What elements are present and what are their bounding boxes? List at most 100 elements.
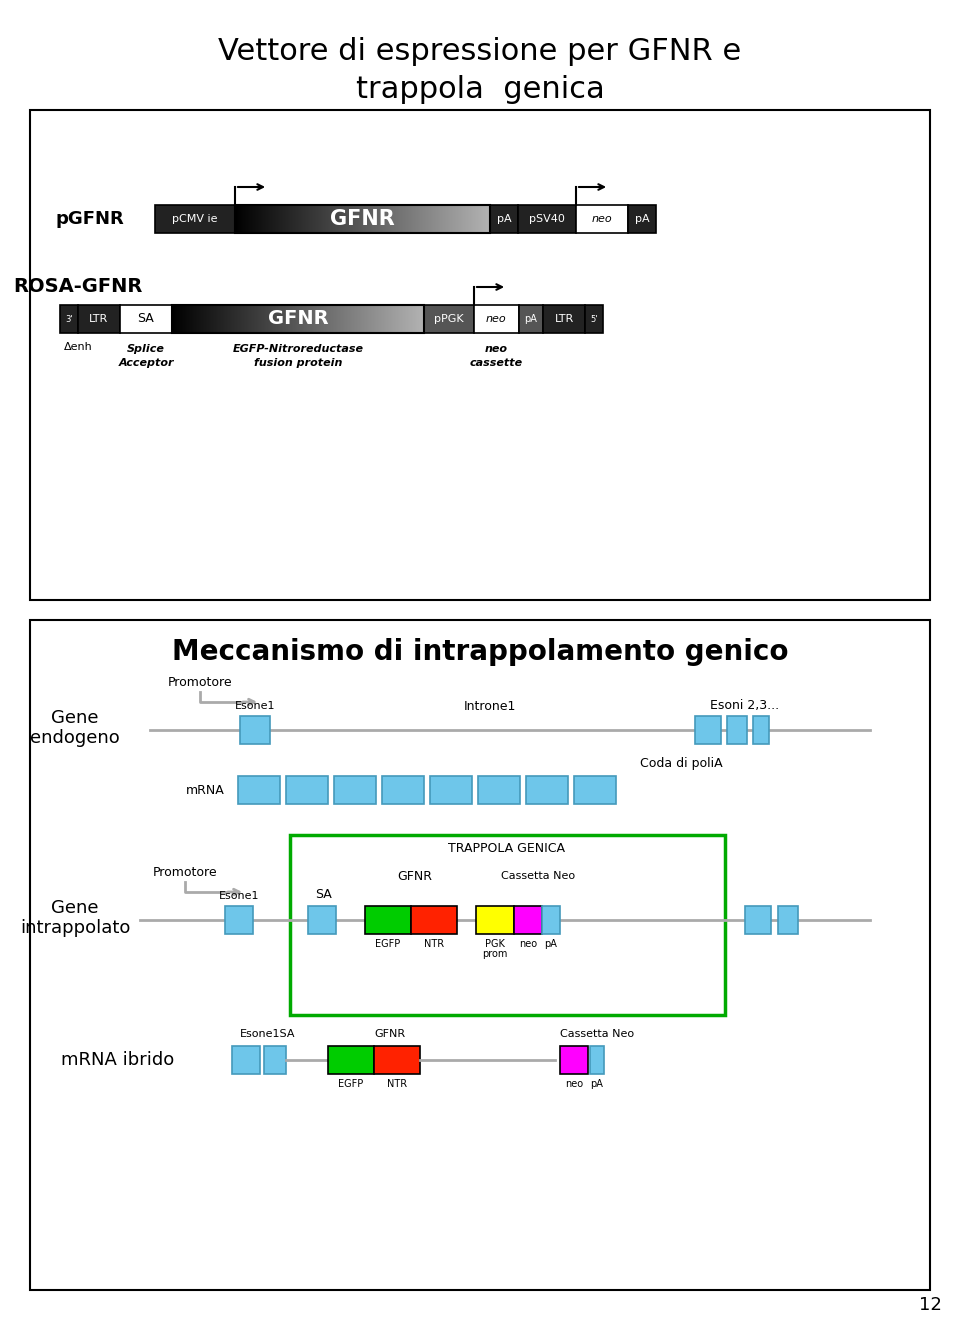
Bar — [274, 206, 275, 233]
Text: Esone1SA: Esone1SA — [240, 1029, 296, 1040]
Bar — [236, 206, 237, 233]
Bar — [290, 835, 725, 1014]
Text: ROSA-GFNR: ROSA-GFNR — [13, 277, 143, 297]
Bar — [226, 305, 227, 333]
Bar — [245, 305, 246, 333]
Bar — [235, 206, 236, 233]
Text: prom: prom — [482, 949, 508, 959]
Text: EGFP: EGFP — [338, 1079, 364, 1089]
Bar — [392, 305, 393, 333]
Bar — [359, 206, 360, 233]
Bar — [519, 305, 543, 333]
Bar — [268, 305, 269, 333]
Text: Gene: Gene — [51, 709, 99, 727]
Text: GFNR: GFNR — [268, 309, 328, 329]
Bar — [381, 305, 382, 333]
Bar — [249, 305, 250, 333]
Bar — [363, 206, 364, 233]
Bar — [387, 206, 388, 233]
Bar — [364, 206, 365, 233]
Bar — [211, 305, 212, 333]
Bar — [395, 206, 396, 233]
Bar — [229, 305, 230, 333]
Bar — [413, 206, 414, 233]
Bar — [273, 305, 274, 333]
Bar — [311, 305, 312, 333]
Bar — [181, 305, 182, 333]
Bar — [193, 305, 194, 333]
Bar — [232, 1046, 260, 1074]
Bar — [379, 305, 380, 333]
Bar — [374, 305, 375, 333]
Bar — [352, 206, 353, 233]
Bar — [405, 305, 406, 333]
Bar — [448, 206, 449, 233]
Bar — [396, 305, 397, 333]
Bar — [289, 305, 290, 333]
Bar — [399, 206, 400, 233]
Bar — [376, 305, 377, 333]
Bar — [301, 206, 302, 233]
Text: endogeno: endogeno — [30, 729, 120, 747]
Bar — [254, 305, 255, 333]
Bar — [345, 206, 346, 233]
Bar — [381, 206, 382, 233]
Bar — [309, 206, 310, 233]
Bar — [394, 305, 395, 333]
Text: Δenh: Δenh — [63, 342, 92, 351]
Bar — [317, 206, 318, 233]
Bar — [408, 305, 409, 333]
Bar — [370, 305, 371, 333]
Text: pA: pA — [544, 939, 558, 949]
Bar — [477, 206, 478, 233]
Bar — [482, 206, 483, 233]
Bar — [208, 305, 209, 333]
Bar — [403, 305, 404, 333]
Bar — [239, 305, 240, 333]
Bar — [175, 305, 176, 333]
Bar — [487, 206, 488, 233]
Bar — [305, 305, 306, 333]
Bar — [372, 305, 373, 333]
Bar — [269, 305, 270, 333]
Bar — [254, 206, 255, 233]
Bar — [318, 206, 319, 233]
Bar — [186, 305, 187, 333]
Bar — [390, 206, 391, 233]
Bar — [300, 305, 301, 333]
Bar — [405, 206, 406, 233]
Bar — [360, 206, 361, 233]
Bar — [243, 206, 244, 233]
Bar — [330, 206, 331, 233]
Bar — [296, 206, 297, 233]
Bar — [280, 305, 281, 333]
Bar — [391, 305, 392, 333]
Bar — [374, 1046, 420, 1074]
Bar — [418, 206, 419, 233]
Bar — [424, 305, 474, 333]
Bar — [375, 305, 376, 333]
Bar — [242, 206, 243, 233]
Bar — [307, 305, 308, 333]
Bar — [334, 776, 376, 804]
Text: neo: neo — [485, 343, 508, 354]
Bar — [250, 305, 251, 333]
Bar — [422, 305, 423, 333]
Bar — [398, 305, 399, 333]
Bar — [188, 305, 189, 333]
Bar — [218, 305, 219, 333]
Bar — [214, 305, 215, 333]
Bar — [332, 206, 333, 233]
Bar — [347, 206, 348, 233]
Bar — [476, 206, 477, 233]
Bar — [264, 206, 265, 233]
Bar — [271, 206, 272, 233]
Bar — [301, 305, 302, 333]
Bar — [233, 305, 234, 333]
Bar — [486, 206, 487, 233]
Bar — [325, 206, 326, 233]
Bar — [473, 206, 474, 233]
Text: GFNR: GFNR — [329, 210, 395, 229]
Bar — [278, 305, 279, 333]
Bar — [30, 621, 930, 1290]
